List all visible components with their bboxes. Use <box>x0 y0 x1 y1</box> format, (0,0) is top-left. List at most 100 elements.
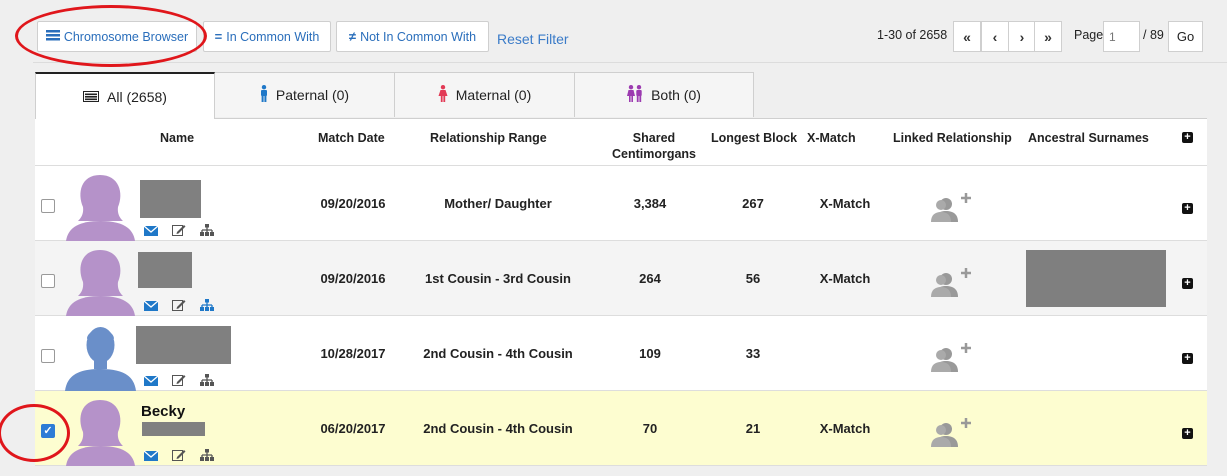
edit-note-icon[interactable] <box>172 373 186 386</box>
go-label: Go <box>1176 29 1195 44</box>
row-checkbox[interactable] <box>41 199 55 213</box>
column-name[interactable]: Name <box>160 131 195 145</box>
next-page-icon: › <box>1019 28 1025 45</box>
go-button[interactable]: Go <box>1168 21 1203 52</box>
table-row: 10/28/2017 2nd Cousin - 4th Cousin 109 3… <box>35 316 1207 391</box>
expand-row-icon[interactable]: + <box>1182 203 1193 214</box>
x-match <box>805 316 885 391</box>
row-actions <box>143 448 214 461</box>
list-icon <box>83 89 100 105</box>
family-tree-icon[interactable] <box>200 373 214 386</box>
expand-row-icon[interactable]: + <box>1182 353 1193 364</box>
x-match: X-Match <box>819 421 871 436</box>
table-header: Name Match Date Relationship Range Share… <box>35 119 1207 166</box>
relationship-range: 2nd Cousin - 4th Cousin <box>423 346 573 361</box>
add-linked-relationship-icon[interactable] <box>931 417 975 447</box>
page-label: Page <box>1074 28 1104 42</box>
row-actions <box>143 298 214 311</box>
name-redacted <box>136 326 231 364</box>
prev-page-button[interactable]: ‹ <box>981 21 1009 52</box>
relationship-range: 2nd Cousin - 4th Cousin <box>423 421 573 436</box>
add-linked-relationship-icon[interactable] <box>931 192 975 222</box>
shared-cm: 70 <box>642 421 658 436</box>
family-tree-icon[interactable] <box>200 298 214 311</box>
last-page-button[interactable]: » <box>1034 21 1062 52</box>
next-page-button[interactable]: › <box>1008 21 1036 52</box>
match-date: 06/20/2017 <box>320 421 386 436</box>
name-redacted <box>142 422 205 436</box>
column-relationship-range[interactable]: Relationship Range <box>430 131 547 145</box>
match-name[interactable]: Becky <box>141 403 186 420</box>
results-range: 1-30 of 2658 <box>877 28 948 42</box>
expand-row-icon[interactable]: + <box>1182 428 1193 439</box>
column-shared-cm[interactable]: Shared Centimorgans <box>609 130 699 162</box>
table-row: 09/20/2016 1st Cousin - 3rd Cousin 264 5… <box>35 241 1207 316</box>
add-linked-relationship-icon[interactable] <box>931 342 975 372</box>
match-date: 10/28/2017 <box>320 346 386 361</box>
table-row: ✓ Becky 06/20/2017 2nd Cousin - 4th Cous… <box>35 391 1207 466</box>
in-common-with-button[interactable]: = In Common With <box>203 21 331 52</box>
add-linked-relationship-icon[interactable] <box>931 267 975 297</box>
row-checkbox[interactable] <box>41 274 55 288</box>
shared-cm: 264 <box>639 271 661 286</box>
column-match-date[interactable]: Match Date <box>318 131 385 145</box>
tab-maternal[interactable]: Maternal (0) <box>394 72 575 117</box>
message-icon[interactable] <box>143 223 159 236</box>
tab-both[interactable]: Both (0) <box>574 72 754 117</box>
row-checkbox-checked[interactable]: ✓ <box>41 424 55 438</box>
tab-all[interactable]: All (2658) <box>35 72 215 119</box>
column-shared-cm-line2: Centimorgans <box>611 147 697 161</box>
column-x-match[interactable]: X-Match <box>807 131 856 145</box>
column-linked-relationship[interactable]: Linked Relationship <box>893 131 1012 145</box>
longest-block: 21 <box>745 421 761 436</box>
reset-filter-link[interactable]: Reset Filter <box>497 31 569 47</box>
edit-note-icon[interactable] <box>172 223 186 236</box>
row-checkbox[interactable] <box>41 349 55 363</box>
tab-maternal-label: Maternal (0) <box>455 87 532 103</box>
message-icon[interactable] <box>143 373 159 386</box>
male-icon <box>260 85 268 105</box>
expand-row-icon[interactable]: + <box>1182 278 1193 289</box>
page-total: / 89 <box>1143 28 1164 42</box>
chromosome-browser-label: Chromosome Browser <box>63 29 189 44</box>
message-icon[interactable] <box>143 448 159 461</box>
expand-all-icon[interactable]: + <box>1182 132 1193 143</box>
list-icon <box>45 29 60 44</box>
tab-both-label: Both (0) <box>651 87 701 103</box>
family-tree-icon[interactable] <box>200 448 214 461</box>
chromosome-browser-button[interactable]: Chromosome Browser <box>37 21 197 52</box>
last-page-icon: » <box>1044 28 1052 45</box>
tab-paternal-label: Paternal (0) <box>275 87 350 103</box>
column-shared-cm-line1: Shared <box>632 131 676 145</box>
longest-block: 56 <box>745 271 761 286</box>
page-input[interactable] <box>1103 21 1140 52</box>
in-common-with-label: In Common With <box>226 29 320 44</box>
column-ancestral-surnames[interactable]: Ancestral Surnames <box>1028 131 1149 145</box>
edit-note-icon[interactable] <box>172 298 186 311</box>
matches-table: Name Match Date Relationship Range Share… <box>35 118 1207 466</box>
message-icon[interactable] <box>143 298 159 311</box>
not-in-common-with-button[interactable]: ≠ Not In Common With <box>336 21 489 52</box>
table-row: 09/20/2016 Mother/ Daughter 3,384 267 X-… <box>35 166 1207 241</box>
shared-cm: 109 <box>639 346 661 361</box>
equals-icon: = <box>214 29 223 44</box>
x-match: X-Match <box>819 196 871 211</box>
row-actions <box>143 373 214 386</box>
toolbar-divider <box>33 62 1227 63</box>
avatar <box>63 167 138 241</box>
shared-cm: 3,384 <box>633 196 667 211</box>
longest-block: 267 <box>742 196 764 211</box>
tab-paternal[interactable]: Paternal (0) <box>214 72 395 117</box>
ancestral-surnames-redacted <box>1026 250 1166 307</box>
couple-icon <box>627 85 643 105</box>
avatar <box>63 392 138 466</box>
relationship-range: 1st Cousin - 3rd Cousin <box>425 271 571 286</box>
x-match: X-Match <box>819 271 871 286</box>
relationship-range: Mother/ Daughter <box>444 196 552 211</box>
edit-note-icon[interactable] <box>172 448 186 461</box>
female-icon <box>438 85 448 105</box>
column-longest-block[interactable]: Longest Block <box>711 131 798 145</box>
first-page-button[interactable]: « <box>953 21 981 52</box>
family-tree-icon[interactable] <box>200 223 214 236</box>
name-redacted <box>138 252 192 288</box>
